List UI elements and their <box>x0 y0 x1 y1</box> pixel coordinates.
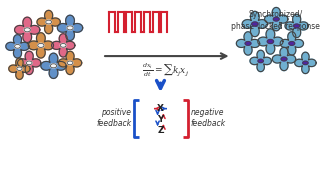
Ellipse shape <box>24 28 31 32</box>
Polygon shape <box>250 50 271 72</box>
Ellipse shape <box>17 67 22 70</box>
Polygon shape <box>6 35 29 58</box>
Polygon shape <box>17 51 41 74</box>
Ellipse shape <box>14 44 20 48</box>
Text: Synchronized/
phase–locked response: Synchronized/ phase–locked response <box>231 10 320 31</box>
Polygon shape <box>41 53 66 78</box>
Polygon shape <box>28 33 53 58</box>
Text: X: X <box>157 104 164 113</box>
Text: positive
feedback: positive feedback <box>96 108 131 128</box>
Ellipse shape <box>258 59 263 63</box>
Ellipse shape <box>38 43 44 47</box>
Ellipse shape <box>303 61 308 65</box>
Ellipse shape <box>294 24 299 28</box>
Ellipse shape <box>60 43 66 47</box>
Polygon shape <box>51 34 75 57</box>
Ellipse shape <box>26 61 32 65</box>
Polygon shape <box>295 52 316 74</box>
Ellipse shape <box>46 20 51 24</box>
Polygon shape <box>242 11 267 37</box>
Polygon shape <box>280 32 303 55</box>
Polygon shape <box>37 10 60 34</box>
Polygon shape <box>272 47 296 71</box>
Ellipse shape <box>50 64 57 68</box>
Polygon shape <box>57 15 83 40</box>
Ellipse shape <box>67 26 73 30</box>
Text: $\frac{dx_i}{dt} = \sum k_j x_j$: $\frac{dx_i}{dt} = \sum k_j x_j$ <box>142 61 189 79</box>
Ellipse shape <box>252 22 258 26</box>
Text: Y: Y <box>157 115 164 124</box>
Text: Z: Z <box>157 125 164 135</box>
Polygon shape <box>9 58 30 79</box>
Polygon shape <box>285 14 308 38</box>
Polygon shape <box>14 17 40 43</box>
Ellipse shape <box>289 42 295 45</box>
Ellipse shape <box>245 42 251 45</box>
Polygon shape <box>58 51 82 74</box>
Ellipse shape <box>67 61 73 65</box>
Text: negative
feedback: negative feedback <box>191 108 226 128</box>
Ellipse shape <box>273 17 279 21</box>
Polygon shape <box>236 32 260 55</box>
Ellipse shape <box>281 57 287 61</box>
Polygon shape <box>258 29 283 54</box>
Ellipse shape <box>267 40 274 43</box>
Polygon shape <box>265 7 288 31</box>
